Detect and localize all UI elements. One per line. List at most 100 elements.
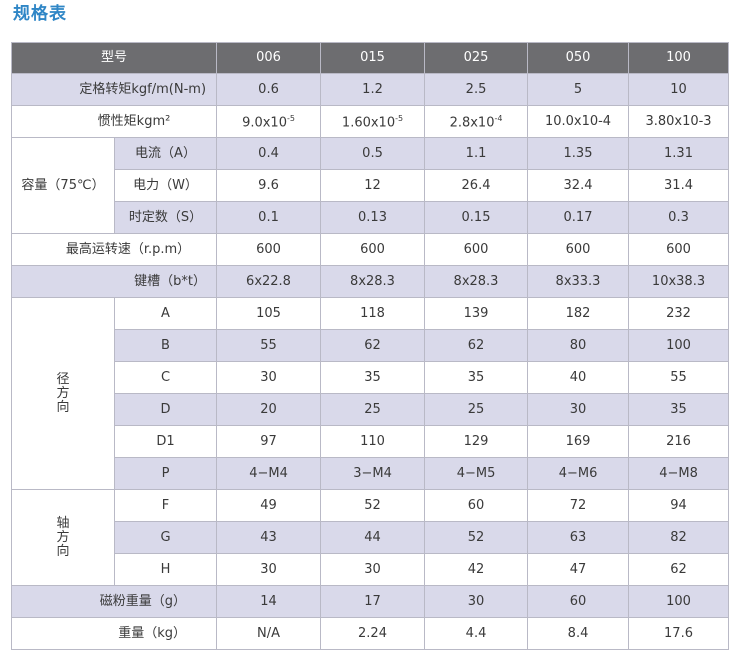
radial-row: D 20 25 25 30 35	[12, 393, 730, 426]
radial-value: 4−M6	[527, 457, 630, 490]
axial-row: H 30 30 42 47 62	[12, 553, 730, 586]
rated-torque-value: 10	[628, 73, 730, 106]
keyway-value: 6x22.8	[216, 265, 322, 298]
axial-group-label: 轴 方 向	[11, 489, 115, 586]
capacity-current-row: 容量（75℃） 电流（A） 0.4 0.5 1.1 1.35 1.31	[11, 137, 730, 234]
radial-value: 30	[216, 361, 322, 394]
radial-value: 216	[628, 425, 730, 458]
powder-weight-value: 17	[320, 585, 426, 618]
max-speed-row: 最高运转速（r.p.m） 600 600 600 600 600	[10, 233, 730, 266]
radial-row: D1 97 110 129 169 216	[12, 425, 730, 458]
keyway-value: 8x28.3	[424, 265, 529, 298]
radial-value: 4−M4	[216, 457, 322, 490]
radial-group-label: 径 方 向	[11, 297, 115, 490]
powder-weight-value: 60	[527, 585, 630, 618]
capacity-power-value: 12	[320, 169, 426, 202]
capacity-current-value: 0.4	[216, 137, 322, 170]
rated-torque-value: 1.2	[320, 73, 426, 106]
radial-value: 4−M5	[424, 457, 529, 490]
capacity-power-value: 26.4	[424, 169, 529, 202]
axial-value: 30	[320, 553, 426, 586]
axial-group-char: 向	[56, 543, 70, 559]
radial-value: 55	[216, 329, 322, 362]
radial-label: B	[113, 329, 218, 362]
rated-torque-value: 0.6	[216, 73, 322, 106]
radial-value: 80	[527, 329, 630, 362]
radial-group-char: 径	[56, 371, 70, 387]
radial-value: 182	[527, 297, 630, 330]
inertia-row: 惯性矩kgm² 9.0x10-5 1.60x10-5 2.8x10-4 10.0…	[10, 105, 730, 138]
inertia-value: 10.0x10-4	[527, 105, 630, 138]
spec-table: 型号 006 015 025 050 100 定格转矩kgf/m(N-m) 0.…	[10, 42, 730, 650]
radial-value: 20	[216, 393, 322, 426]
axial-group-char: 方	[56, 529, 70, 545]
radial-value: 3−M4	[320, 457, 426, 490]
inertia-label: 惯性矩kgm²	[10, 105, 218, 138]
radial-label: D1	[113, 425, 218, 458]
weight-value: 8.4	[527, 617, 630, 650]
capacity-time-constant-value: 0.1	[216, 201, 322, 234]
max-speed-value: 600	[320, 233, 426, 266]
powder-weight-row: 磁粉重量（g） 14 17 30 60 100	[10, 585, 730, 618]
page-title: 规格表	[13, 4, 67, 24]
max-speed-value: 600	[424, 233, 529, 266]
header-row: 型号 006 015 025 050 100	[10, 42, 730, 74]
weight-row: 重量（kg） N/A 2.24 4.4 8.4 17.6	[10, 617, 730, 650]
axial-row: 轴 方 向 F 49 52 60 72 94	[11, 489, 730, 586]
axial-value: 63	[527, 521, 630, 554]
axial-value: 94	[628, 489, 730, 522]
axial-value: 49	[216, 489, 322, 522]
radial-value: 169	[527, 425, 630, 458]
radial-label: C	[113, 361, 218, 394]
axial-value: 52	[424, 521, 529, 554]
keyway-value: 8x28.3	[320, 265, 426, 298]
keyway-value: 10x38.3	[628, 265, 730, 298]
radial-value: 4−M8	[628, 457, 730, 490]
inertia-value: 1.60x10-5	[320, 105, 426, 138]
capacity-current-value: 1.35	[527, 137, 630, 170]
capacity-power-label: 电力（W）	[113, 169, 218, 202]
radial-value: 62	[320, 329, 426, 362]
radial-row: 径 方 向 A 105 118 139 182 232	[11, 297, 730, 490]
powder-weight-value: 100	[628, 585, 730, 618]
header-model-100: 100	[628, 42, 730, 74]
radial-value: 118	[320, 297, 426, 330]
inertia-exponent: -4	[494, 114, 503, 124]
axial-value: 44	[320, 521, 426, 554]
inertia-exponent: -5	[286, 114, 295, 124]
capacity-power-row: 电力（W） 9.6 12 26.4 32.4 31.4	[12, 169, 730, 202]
axial-value: 62	[628, 553, 730, 586]
keyway-label: 键槽（b*t）	[10, 265, 218, 298]
radial-value: 25	[424, 393, 529, 426]
radial-group-char: 方	[56, 385, 70, 401]
inertia-base: 1.60x10	[341, 115, 396, 131]
rated-torque-value: 2.5	[424, 73, 529, 106]
radial-value: 105	[216, 297, 322, 330]
radial-value: 62	[424, 329, 529, 362]
header-model-050: 050	[527, 42, 630, 74]
capacity-current-value: 0.5	[320, 137, 426, 170]
radial-row: P 4−M4 3−M4 4−M5 4−M6 4−M8	[12, 457, 730, 490]
axial-value: 47	[527, 553, 630, 586]
max-speed-label: 最高运转速（r.p.m）	[10, 233, 218, 266]
radial-value: 100	[628, 329, 730, 362]
weight-value: 2.24	[320, 617, 426, 650]
weight-value: N/A	[216, 617, 322, 650]
radial-label: P	[113, 457, 218, 490]
axial-label: F	[113, 489, 218, 522]
radial-group-char: 向	[56, 399, 70, 415]
keyway-row: 键槽（b*t） 6x22.8 8x28.3 8x28.3 8x33.3 10x3…	[10, 265, 730, 298]
capacity-group-label: 容量（75℃）	[11, 137, 115, 234]
rated-torque-value: 5	[527, 73, 630, 106]
header-model-025: 025	[424, 42, 529, 74]
axial-value: 60	[424, 489, 529, 522]
axial-value: 42	[424, 553, 529, 586]
radial-value: 139	[424, 297, 529, 330]
radial-row: C 30 35 35 40 55	[12, 361, 730, 394]
axial-label: H	[113, 553, 218, 586]
capacity-time-constant-value: 0.17	[527, 201, 630, 234]
axial-value: 30	[216, 553, 322, 586]
rated-torque-label: 定格转矩kgf/m(N-m)	[10, 73, 218, 106]
rated-torque-row: 定格转矩kgf/m(N-m) 0.6 1.2 2.5 5 10	[10, 73, 730, 106]
radial-value: 25	[320, 393, 426, 426]
